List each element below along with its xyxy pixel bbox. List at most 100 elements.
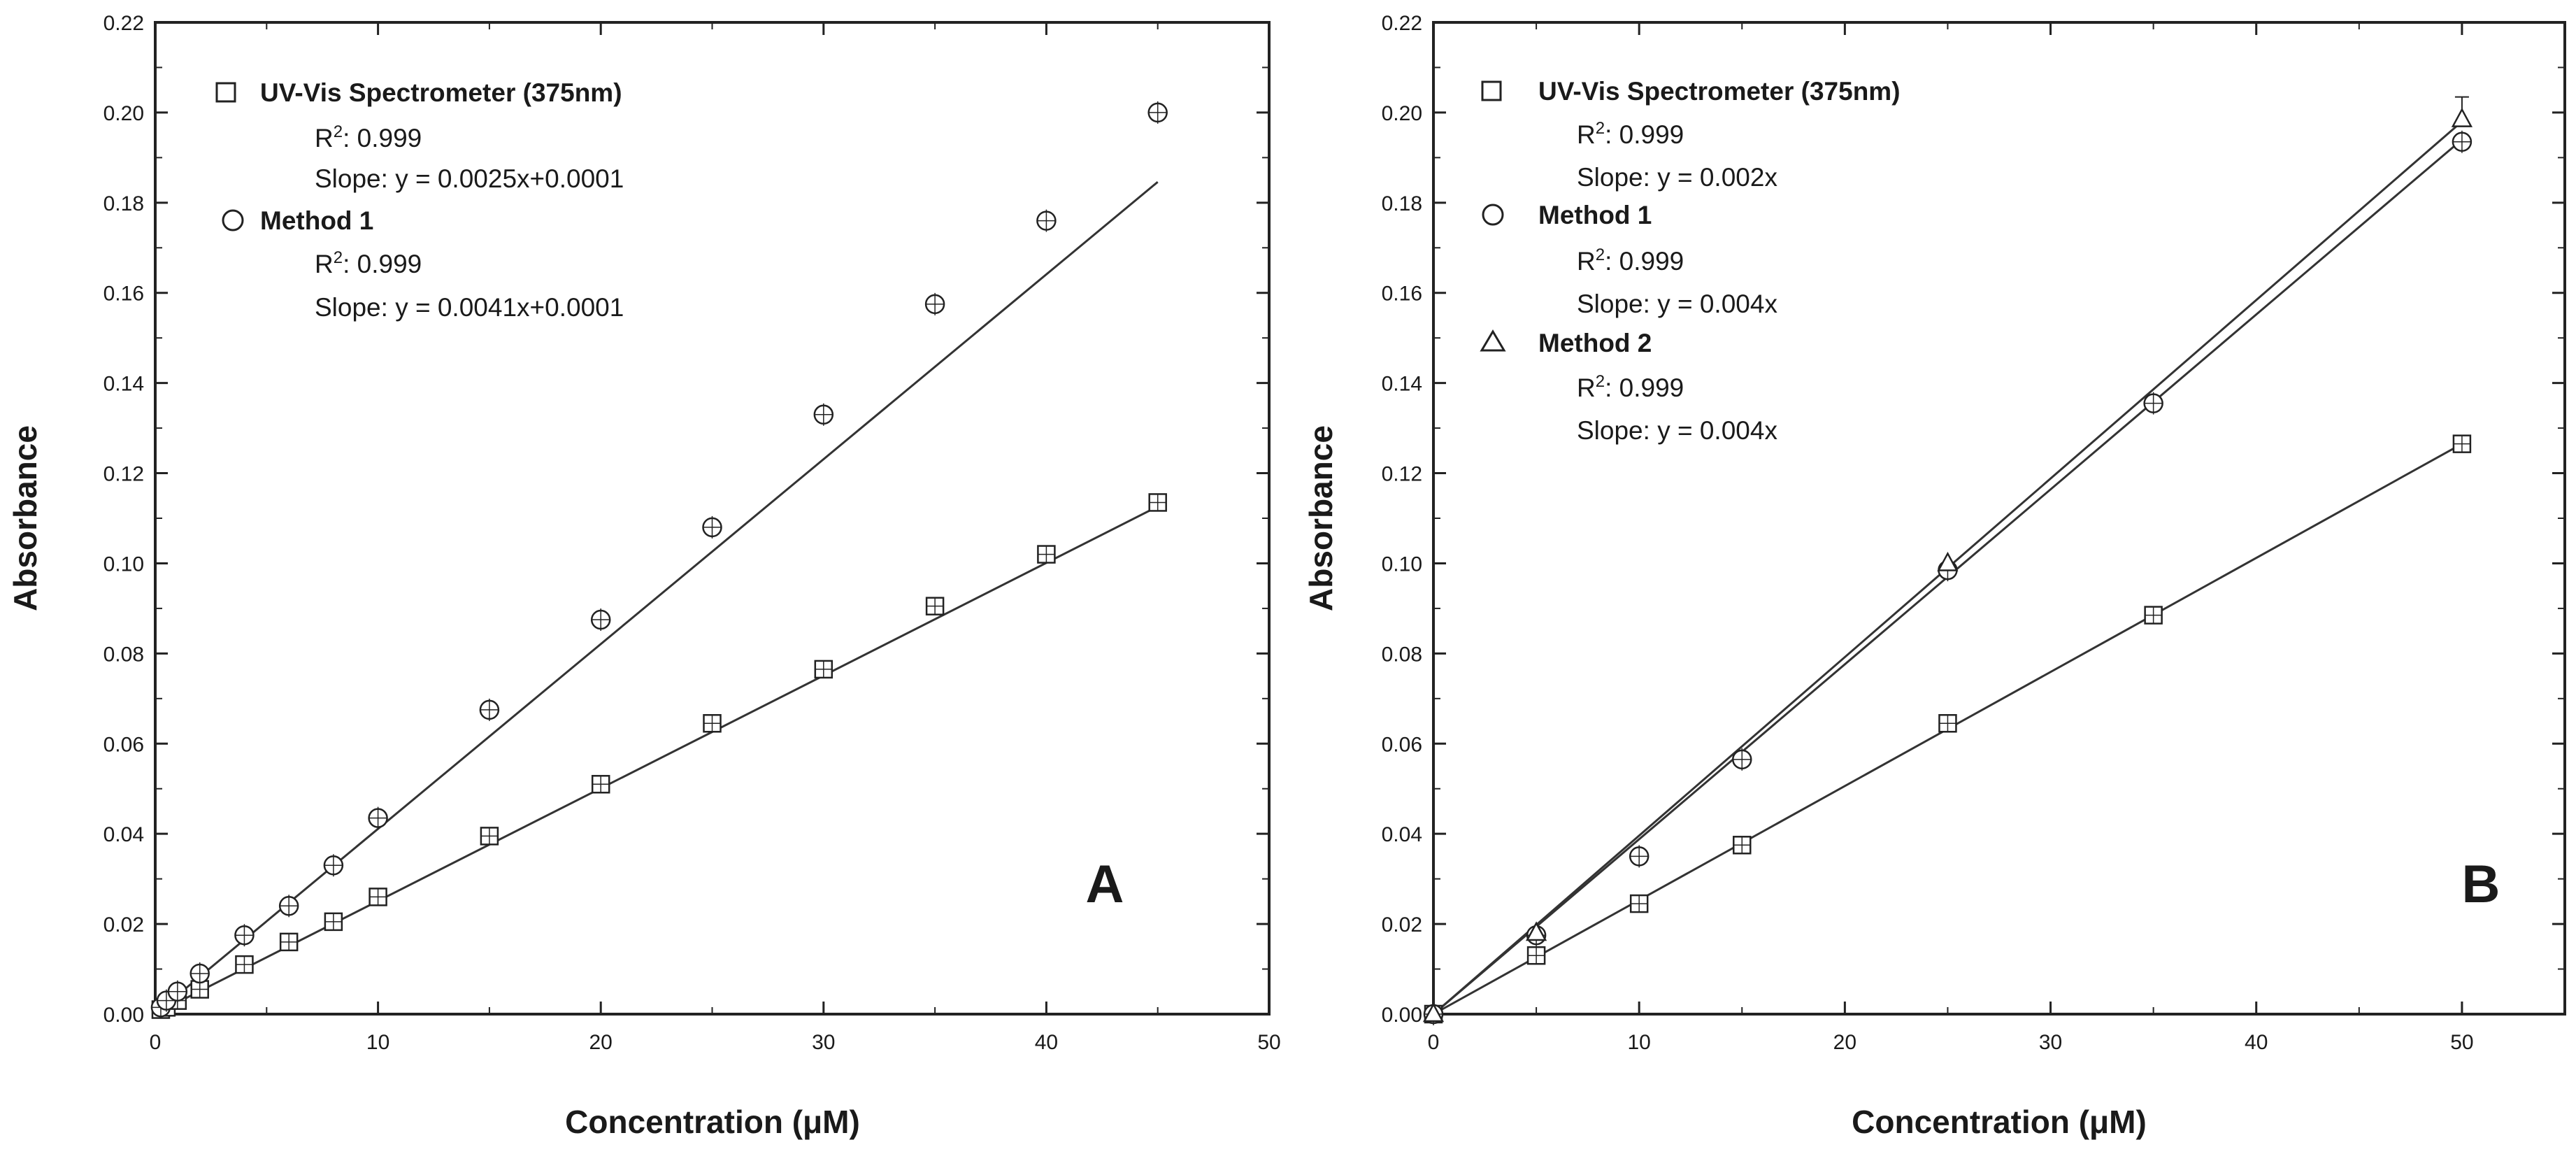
y-tick-label: 0.08: [103, 643, 144, 666]
panel-letter-b: B: [2462, 855, 2500, 914]
y-tick-label: 0.00: [1382, 1004, 1422, 1027]
x-tick-label: 0: [150, 1031, 162, 1054]
y-tick-label: 0.16: [103, 283, 144, 306]
axis-ticks-b: 0 10 20 30 40 50 0.00 0.02 0.04 0.06 0.08 0.10 0.12 0…: [1382, 12, 2565, 1054]
legend-circle-marker-b: [1482, 204, 1504, 226]
y-tick-label: 0.12: [103, 463, 144, 486]
legend-series2-fit-b: Slope: y = 0.004x: [1577, 290, 1777, 318]
y-tick-label: 0.02: [1382, 913, 1422, 936]
x-tick-label: 40: [2245, 1031, 2268, 1054]
data-markers-a: [150, 101, 1168, 1019]
y-tick-label: 0.04: [103, 823, 144, 846]
y-tick-label: 0.12: [1382, 463, 1422, 486]
legend-circle-marker-a: [222, 209, 244, 231]
legend-series3-fit-b: Slope: y = 0.004x: [1577, 416, 1777, 445]
data-point-square: [368, 888, 387, 906]
y-tick-label: 0.14: [1382, 373, 1422, 396]
legend-series1-fit-b: Slope: y = 0.002x: [1577, 163, 1777, 192]
data-point-square: [1526, 946, 1546, 965]
y-tick-label: 0.04: [1382, 823, 1422, 846]
data-point-circle: [479, 698, 500, 721]
data-point-circle: [813, 403, 834, 426]
data-point-triangle: [1422, 1002, 1445, 1023]
x-tick-label: 10: [366, 1031, 389, 1054]
data-point-circle: [1147, 101, 1168, 124]
data-point-triangle: [1937, 551, 1959, 571]
data-point-circle: [1036, 209, 1057, 232]
data-point-circle: [167, 980, 188, 1003]
data-point-square: [279, 932, 299, 952]
data-point-circle: [590, 608, 611, 632]
legend-series2-name-b: Method 1: [1538, 201, 1652, 229]
data-point-square: [480, 827, 499, 846]
x-axis-label-a: Concentration (μM): [565, 1104, 860, 1140]
data-point-circle: [234, 924, 255, 947]
legend-series2-fit-a: Slope: y = 0.0041x+0.0001: [315, 293, 624, 322]
axis-ticks-a: 0 10 20 30 40 50 0.00 0.02 0.04 0.06 0.08 0.10 0.12 0…: [103, 12, 1281, 1054]
data-point-square: [2144, 606, 2163, 625]
legend-b: UV-Vis Spectrometer (375nm) R2: 0.999 Sl…: [1480, 77, 1901, 445]
y-tick-label: 0.02: [103, 913, 144, 936]
legend-series2-r2-a: R2: 0.999: [315, 248, 422, 278]
y-tick-label: 0.18: [1382, 192, 1422, 215]
y-tick-label: 0.22: [103, 12, 144, 35]
y-tick-label: 0.06: [1382, 733, 1422, 756]
y-tick-label: 0.08: [1382, 643, 1422, 666]
data-point-square: [703, 714, 722, 733]
x-tick-label: 30: [812, 1031, 835, 1054]
x-tick-label: 30: [2039, 1031, 2062, 1054]
y-tick-label: 0.00: [103, 1004, 144, 1027]
panel-b: 0 10 20 30 40 50 0.00 0.02 0.04 0.06 0.08 0.10 0.12 0…: [1303, 12, 2566, 1140]
data-point-circle: [1629, 845, 1650, 868]
data-point-circle: [189, 962, 210, 985]
legend-series2-name-a: Method 1: [260, 206, 373, 235]
x-tick-label: 20: [1833, 1031, 1856, 1054]
data-point-square: [1037, 545, 1056, 564]
y-tick-label: 0.20: [103, 102, 144, 125]
data-markers-b: [1422, 96, 2473, 1025]
data-point-square: [591, 775, 610, 794]
x-tick-label: 10: [1627, 1031, 1650, 1054]
data-point-circle: [702, 515, 722, 539]
data-point-square: [814, 660, 833, 679]
panel-a: 0 10 20 30 40 50 0.00 0.02 0.04 0.06 0.08 0.10 0.12 0…: [7, 12, 1281, 1140]
legend-series1-r2-a: R2: 0.999: [315, 122, 422, 152]
legend-series2-r2-b: R2: 0.999: [1577, 245, 1684, 276]
data-point-circle: [2452, 130, 2473, 153]
data-point-square: [235, 955, 254, 974]
y-tick-label: 0.06: [103, 733, 144, 756]
data-point-square: [1629, 894, 1649, 913]
legend-series3-name-b: Method 2: [1538, 329, 1652, 357]
legend-series1-fit-a: Slope: y = 0.0025x+0.0001: [315, 164, 624, 193]
data-point-triangle: [2451, 96, 2473, 127]
y-tick-label: 0.10: [103, 553, 144, 576]
data-point-circle: [2143, 392, 2163, 415]
x-tick-label: 40: [1035, 1031, 1058, 1054]
x-tick-label: 20: [589, 1031, 613, 1054]
x-tick-label: 50: [1257, 1031, 1280, 1054]
y-tick-label: 0.18: [103, 192, 144, 215]
y-tick-label: 0.16: [1382, 283, 1422, 306]
y-tick-label: 0.22: [1382, 12, 1422, 35]
y-tick-label: 0.20: [1382, 102, 1422, 125]
data-point-circle: [368, 806, 388, 829]
y-tick-label: 0.10: [1382, 553, 1422, 576]
x-tick-label: 50: [2450, 1031, 2473, 1054]
panel-letter-a: A: [1086, 855, 1124, 914]
data-point-square: [1148, 493, 1167, 512]
legend-series3-r2-b: R2: 0.999: [1577, 372, 1684, 402]
data-point-circle: [278, 895, 299, 918]
legend-series1-r2-b: R2: 0.999: [1577, 119, 1684, 149]
y-tick-label: 0.14: [103, 373, 144, 396]
data-point-circle: [323, 854, 344, 877]
data-point-square: [925, 597, 945, 615]
data-point-circle: [1732, 748, 1752, 771]
data-point-square: [1733, 836, 1752, 855]
legend-series1-name-b: UV-Vis Spectrometer (375nm): [1538, 77, 1901, 106]
legend-triangle-marker-b: [1480, 329, 1506, 352]
data-point-triangle: [1525, 921, 1547, 941]
data-point-circle: [924, 292, 945, 315]
y-axis-label-b: Absorbance: [1303, 425, 1339, 611]
